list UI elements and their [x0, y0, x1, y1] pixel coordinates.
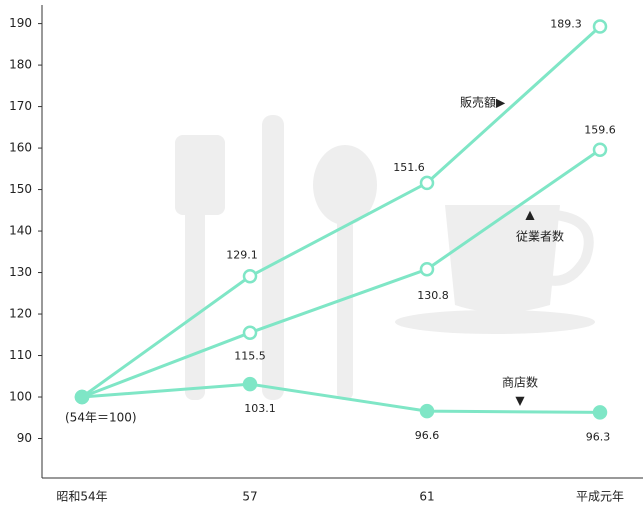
- data-label: 159.6: [584, 124, 616, 137]
- annotation: 商店数: [502, 375, 538, 390]
- point: [74, 389, 90, 405]
- point: [242, 325, 258, 340]
- data-label: 103.1: [244, 402, 276, 415]
- y-tick-label: 110: [9, 348, 32, 362]
- point: [242, 269, 258, 284]
- y-tick-label: 180: [9, 58, 32, 72]
- point: [592, 19, 608, 34]
- data-label: 96.6: [415, 429, 440, 442]
- point: [419, 403, 435, 419]
- point: [419, 261, 435, 277]
- background-illustration: [175, 115, 595, 400]
- y-tick-label: 120: [9, 307, 32, 321]
- y-tick-label: 100: [9, 390, 32, 404]
- y-tick-label: 160: [9, 141, 32, 155]
- data-label: 151.6: [393, 161, 425, 174]
- annotation: 従業者数: [516, 229, 564, 244]
- annotation: ▲: [525, 208, 535, 222]
- data-label: 189.3: [550, 18, 582, 31]
- point: [592, 142, 608, 157]
- annotation: ▼: [515, 394, 525, 408]
- x-tick-label: 昭和54年: [56, 490, 107, 504]
- annotation: (54年＝100): [65, 411, 137, 425]
- data-label: 129.1: [226, 248, 258, 261]
- data-label: 96.3: [586, 430, 611, 443]
- y-tick-label: 140: [9, 224, 32, 238]
- point: [242, 376, 258, 392]
- y-tick-label: 130: [9, 265, 32, 279]
- line: [81, 25, 602, 399]
- x-tick-label: 61: [419, 490, 434, 504]
- annotation: 販売額▶: [460, 95, 506, 110]
- y-tick-label: 150: [9, 182, 32, 196]
- x-tick-label: 57: [242, 490, 257, 504]
- y-tick-label: 190: [9, 16, 32, 30]
- y-tick-label: 90: [17, 431, 32, 445]
- point: [592, 405, 608, 420]
- x-tick-label: 平成元年: [576, 490, 624, 504]
- y-tick-label: 170: [9, 99, 32, 113]
- line: [81, 148, 601, 399]
- point: [419, 175, 435, 191]
- line: [81, 382, 601, 414]
- data-label: 115.5: [234, 350, 266, 363]
- data-label: 130.8: [417, 289, 449, 302]
